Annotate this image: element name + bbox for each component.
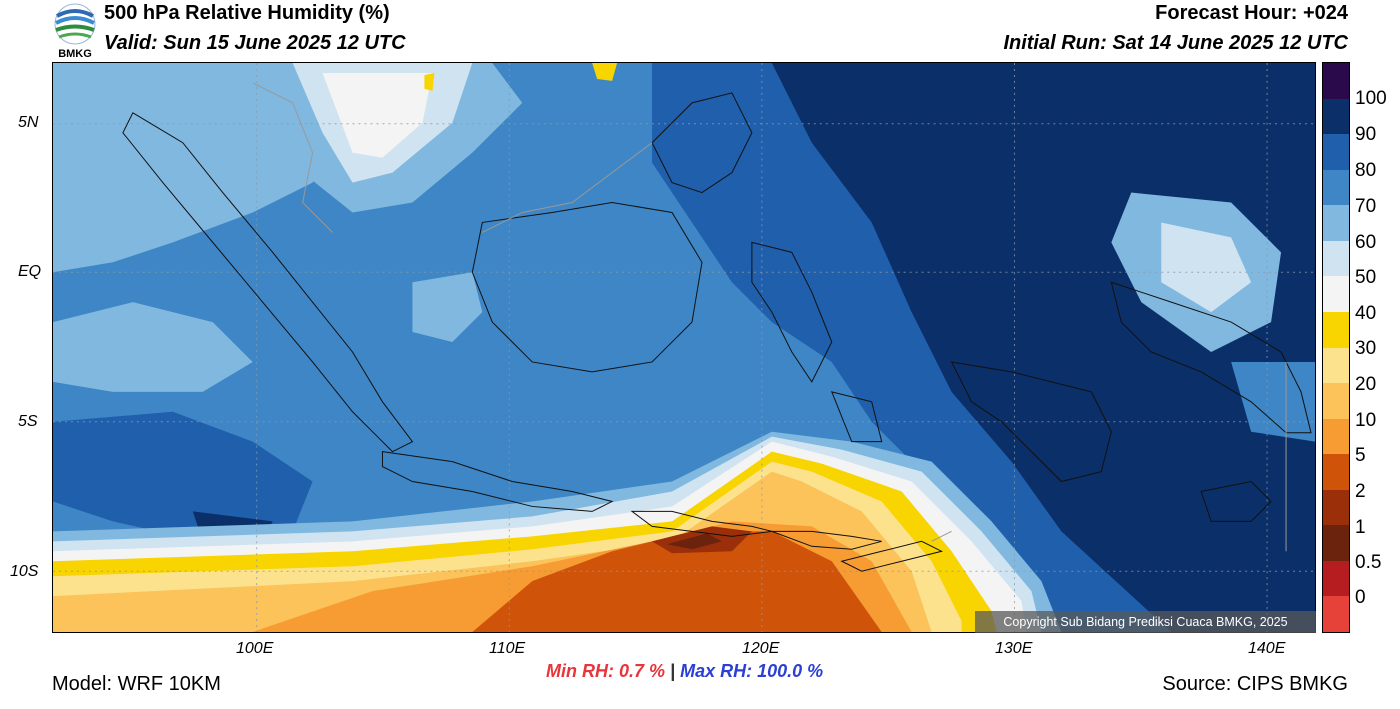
- lat-label-10s: 10S: [10, 563, 39, 580]
- min-rh: Min RH: 0.7 %: [546, 661, 666, 681]
- bmkg-logo: BMKG: [52, 2, 98, 60]
- lon-label-140e: 140E: [1248, 640, 1286, 657]
- colorbar-label: 90: [1355, 124, 1377, 145]
- model-label: Model: WRF 10KM: [52, 673, 221, 695]
- colorbar-label: 5: [1355, 445, 1366, 466]
- colorbar-label: 50: [1355, 267, 1377, 288]
- colorbar-segment: [1323, 311, 1349, 348]
- initial-run: Initial Run: Sat 14 June 2025 12 UTC: [1003, 32, 1348, 54]
- lat-label-5s: 5S: [18, 413, 38, 430]
- rh-band-2-5: [472, 531, 882, 632]
- colorbar-segment: [1323, 276, 1349, 312]
- colorbar-segment: [1323, 560, 1349, 597]
- colorbar-segment: [1323, 418, 1349, 455]
- colorbar-segment: [1323, 596, 1349, 632]
- colorbar-label: 30: [1355, 338, 1377, 359]
- forecast-hour: Forecast Hour: +024: [1155, 2, 1348, 24]
- colorbar-label: 40: [1355, 303, 1377, 324]
- lon-label-110e: 110E: [489, 640, 526, 657]
- colorbar-segment: [1323, 454, 1349, 490]
- colorbar-segment: [1323, 347, 1349, 384]
- colorbar: [1322, 62, 1350, 633]
- colorbar-label: 60: [1355, 232, 1377, 253]
- lon-label-130e: 130E: [995, 640, 1033, 657]
- coastlines: [122, 92, 1312, 572]
- colorbar-segment: [1323, 489, 1349, 526]
- colorbar-label: 0: [1355, 587, 1366, 608]
- colorbar-label: 70: [1355, 196, 1377, 217]
- logo-text: BMKG: [58, 48, 92, 60]
- rh-stats: Min RH: 0.7 % | Max RH: 100.0 %: [546, 661, 823, 682]
- lat-label-eq: EQ: [18, 263, 42, 280]
- source-label: Source: CIPS BMKG: [1162, 673, 1348, 695]
- rh-band-0.5-1: [667, 533, 722, 550]
- lon-label-120e: 120E: [742, 640, 780, 657]
- copyright-notice: Copyright Sub Bidang Prediksi Cuaca BMKG…: [975, 611, 1316, 633]
- borders: [252, 82, 1287, 552]
- valid-time: Valid: Sun 15 June 2025 12 UTC: [104, 32, 406, 54]
- colorbar-label: 1: [1355, 517, 1366, 538]
- colorbar-segment: [1323, 205, 1349, 241]
- lon-label-100e: 100E: [236, 640, 274, 657]
- colorbar-segment: [1323, 169, 1349, 206]
- colorbar-segment: [1323, 63, 1349, 99]
- colorbar-segment: [1323, 98, 1349, 135]
- colorbar-segment: [1323, 383, 1349, 419]
- rh-band-40-50: [322, 72, 433, 158]
- colorbar-label: 20: [1355, 374, 1377, 395]
- colorbar-segment: [1323, 240, 1349, 277]
- colorbar-label: 0.5: [1355, 552, 1382, 573]
- colorbar-label: 10: [1355, 410, 1377, 431]
- chart-title: 500 hPa Relative Humidity (%): [104, 2, 390, 24]
- stats-separator: |: [670, 661, 676, 681]
- colorbar-label: 80: [1355, 160, 1377, 181]
- humidity-map: [52, 62, 1316, 633]
- colorbar-label: 2: [1355, 481, 1366, 502]
- colorbar-segment: [1323, 525, 1349, 561]
- graticule: [53, 63, 1315, 632]
- lat-label-5n: 5N: [18, 114, 39, 131]
- colorbar-segment: [1323, 134, 1349, 170]
- max-rh: Max RH: 100.0 %: [680, 661, 824, 681]
- colorbar-label: 100: [1355, 88, 1387, 109]
